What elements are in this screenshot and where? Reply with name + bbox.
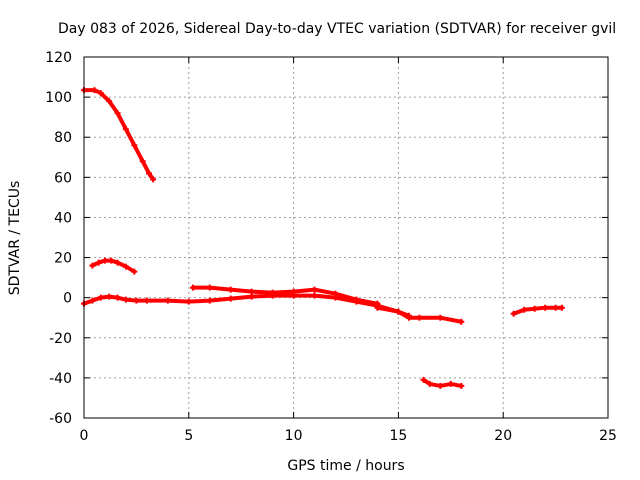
data-point: [97, 294, 104, 301]
data-point: [374, 304, 381, 311]
y-tick-label: 0: [63, 291, 72, 307]
data-point: [510, 310, 517, 317]
plot-frame: [83, 56, 609, 419]
data-point: [206, 297, 213, 304]
data-point: [122, 263, 129, 270]
y-tick-label: 100: [45, 90, 72, 106]
data-point: [139, 158, 146, 165]
y-tick-label: 40: [54, 210, 72, 226]
series-upper-band: [189, 284, 381, 307]
data-point: [145, 170, 152, 177]
data-point: [185, 298, 192, 305]
data-point: [521, 306, 528, 313]
data-point: [150, 176, 157, 183]
data-point: [131, 268, 138, 275]
data-point: [91, 87, 98, 94]
series-baseline-early: [81, 292, 412, 319]
data-point: [133, 297, 140, 304]
series-evening: [510, 304, 565, 317]
data-point: [131, 142, 138, 149]
y-tick-label: 80: [54, 130, 72, 146]
x-tick-label: 15: [389, 428, 407, 444]
y-tick-label: 120: [45, 50, 72, 66]
data-point: [227, 295, 234, 302]
data-point: [437, 382, 444, 389]
data-point: [122, 126, 129, 133]
data-point: [290, 288, 297, 295]
x-tick-label: 0: [80, 428, 89, 444]
y-tick-label: -20: [49, 331, 72, 347]
data-point: [416, 314, 423, 321]
data-point: [206, 284, 213, 291]
y-tick-label: -40: [49, 371, 72, 387]
data-point: [164, 297, 171, 304]
y-tick-label: 20: [54, 251, 72, 267]
data-point: [122, 296, 129, 303]
data-point: [395, 308, 402, 315]
series-mid-arc: [89, 257, 138, 275]
x-tick-label: 10: [285, 428, 303, 444]
y-tick-label: 60: [54, 170, 72, 186]
x-tick-label: 5: [184, 428, 193, 444]
data-point: [420, 376, 427, 383]
series-low-arc: [420, 376, 465, 389]
series-line: [82, 88, 156, 182]
y-axis-label: SDTVAR / TECUs: [7, 181, 23, 296]
series-mid-late: [374, 304, 465, 325]
data-point: [552, 304, 559, 311]
data-point: [437, 314, 444, 321]
data-point: [405, 314, 412, 321]
data-point: [542, 304, 549, 311]
data-points: [81, 87, 565, 389]
series-line: [190, 285, 380, 306]
data-point: [97, 90, 104, 97]
series-high-arc: [81, 87, 157, 183]
data-point: [311, 286, 318, 293]
data-point: [447, 380, 454, 387]
data-point: [248, 293, 255, 300]
data-point: [227, 286, 234, 293]
data-point: [189, 284, 196, 291]
data-point: [114, 110, 121, 117]
data-point: [458, 382, 465, 389]
data-point: [106, 98, 113, 105]
data-point: [458, 318, 465, 325]
data-point: [101, 257, 108, 264]
data-point: [426, 380, 433, 387]
data-point: [269, 289, 276, 296]
data-point: [531, 305, 538, 312]
data-point: [95, 259, 102, 266]
x-tick-label: 20: [494, 428, 512, 444]
data-point: [89, 262, 96, 269]
axis-ticks: 0 5 10 15 20 25 -60 -40 -20 0 20 40 60 80 100 120: [45, 50, 617, 444]
data-point: [248, 288, 255, 295]
y-tick-label: -60: [49, 411, 72, 427]
data-point: [353, 296, 360, 303]
x-axis-label: GPS time / hours: [287, 458, 404, 474]
data-point: [89, 297, 96, 304]
data-point: [558, 304, 565, 311]
data-point: [332, 290, 339, 297]
chart-title: Day 083 of 2026, Sidereal Day-to-day VTE…: [58, 21, 616, 37]
data-point: [108, 257, 115, 264]
data-point: [311, 292, 318, 299]
data-point: [106, 293, 113, 300]
data-point: [143, 297, 150, 304]
grid: [84, 57, 608, 418]
series-line: [375, 305, 464, 324]
x-tick-label: 25: [599, 428, 617, 444]
data-point: [114, 259, 121, 266]
data-point: [114, 294, 121, 301]
